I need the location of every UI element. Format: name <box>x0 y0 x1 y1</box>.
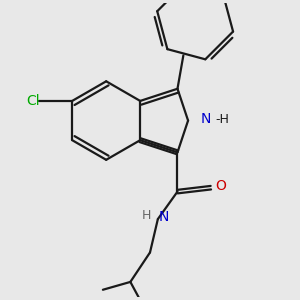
Text: N: N <box>159 210 169 224</box>
Text: H: H <box>142 209 152 223</box>
Text: O: O <box>215 179 226 193</box>
Text: -H: -H <box>216 113 230 126</box>
Text: Cl: Cl <box>26 94 40 108</box>
Text: N: N <box>201 112 211 126</box>
